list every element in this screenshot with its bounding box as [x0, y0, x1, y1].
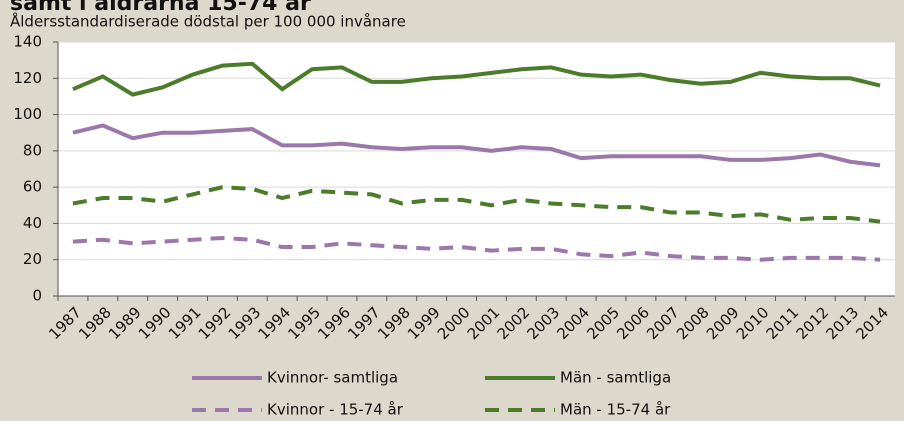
y-tick-label: 40 — [23, 214, 42, 232]
x-tick-label: 2003 — [524, 303, 564, 343]
y-tick-label: 60 — [23, 178, 42, 196]
x-tick-label: 1988 — [75, 303, 115, 343]
series-line — [72, 123, 881, 168]
y-tick-label: 140 — [13, 33, 42, 51]
x-tick-label: 2010 — [733, 303, 773, 343]
x-tick-label: 1998 — [374, 303, 414, 343]
x-tick-label: 1987 — [45, 303, 85, 343]
chart-title: samt i åldrarna 15-74 år — [10, 0, 311, 16]
x-tick-label: 1999 — [404, 303, 444, 343]
x-tick-label: 1991 — [165, 303, 205, 343]
x-tick-label: 1989 — [105, 303, 145, 343]
x-tick-label: 2011 — [763, 303, 803, 343]
x-tick-label: 1994 — [254, 303, 294, 343]
x-tick-label: 1995 — [284, 303, 324, 343]
x-tick-label: 2001 — [464, 303, 504, 343]
x-tick-label: 2002 — [494, 303, 534, 343]
legend-label: Kvinnor - 15-74 år — [267, 401, 404, 419]
x-tick-label: 2006 — [613, 303, 653, 343]
x-tick-label: 2014 — [852, 303, 892, 343]
legend-label: Män - samtliga — [560, 369, 671, 387]
x-tick-label: 2013 — [822, 303, 862, 343]
x-tick-label: 2009 — [703, 303, 743, 343]
legend-label: Kvinnor- samtliga — [267, 369, 398, 387]
x-tick-label: 2000 — [434, 303, 474, 343]
x-tick-label: 2008 — [673, 303, 713, 343]
y-tick-label: 0 — [32, 287, 42, 305]
x-tick-label: 1992 — [195, 303, 235, 343]
chart-subtitle: Åldersstandardiserade dödstal per 100 00… — [10, 12, 406, 31]
plot-area — [58, 42, 895, 296]
legend-label: Män - 15-74 år — [560, 401, 671, 419]
x-tick-label: 1990 — [135, 303, 175, 343]
x-tick-label: 2007 — [643, 303, 683, 343]
x-tick-label: 1993 — [225, 303, 265, 343]
y-tick-label: 80 — [23, 141, 42, 159]
series-line — [72, 235, 881, 262]
x-tick-label: 2005 — [583, 303, 623, 343]
x-tick-label: 2004 — [553, 303, 593, 343]
x-tick-label: 1996 — [314, 303, 354, 343]
series-line — [72, 61, 881, 97]
y-tick-label: 20 — [23, 250, 42, 268]
x-tick-label: 2012 — [793, 303, 833, 343]
x-tick-label: 1997 — [344, 303, 384, 343]
y-tick-label: 100 — [13, 105, 42, 123]
y-tick-label: 120 — [13, 69, 42, 87]
